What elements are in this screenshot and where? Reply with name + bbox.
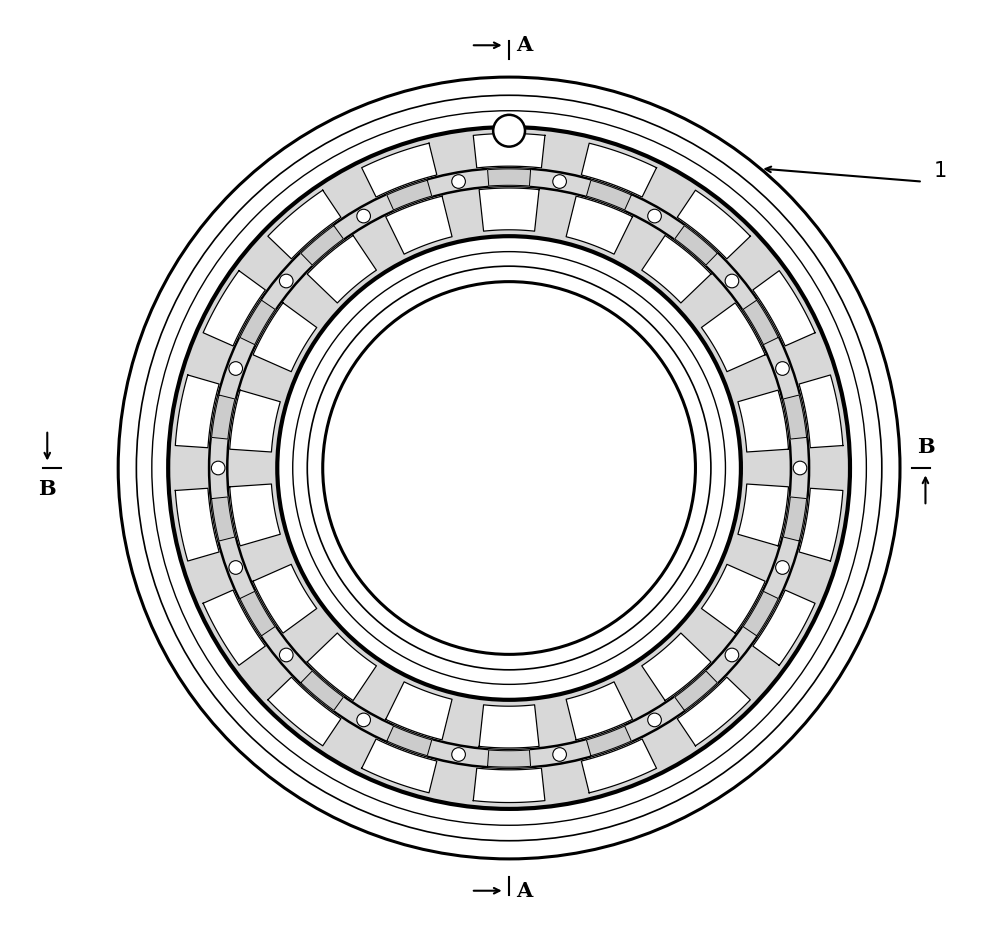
Polygon shape [783,497,807,541]
Polygon shape [386,197,452,255]
Polygon shape [701,303,765,372]
Polygon shape [230,390,280,452]
Polygon shape [488,168,531,186]
Circle shape [452,175,465,188]
Circle shape [648,210,661,223]
Circle shape [648,713,661,726]
Polygon shape [677,190,750,259]
Circle shape [211,461,225,475]
Circle shape [493,115,525,147]
Polygon shape [581,739,657,793]
Polygon shape [301,226,343,265]
Circle shape [279,274,293,288]
Polygon shape [799,489,843,561]
Polygon shape [307,236,376,303]
Polygon shape [268,677,341,746]
Polygon shape [203,590,265,665]
Polygon shape [488,750,531,768]
Circle shape [776,561,789,575]
Polygon shape [581,143,657,197]
Polygon shape [701,564,765,633]
Polygon shape [253,303,317,372]
Polygon shape [675,226,717,265]
Polygon shape [387,181,432,210]
Polygon shape [168,127,850,809]
Polygon shape [240,300,275,344]
Polygon shape [753,590,815,665]
Polygon shape [362,739,437,793]
Polygon shape [387,726,432,755]
Circle shape [357,210,370,223]
Polygon shape [586,181,631,210]
Polygon shape [203,271,265,346]
Polygon shape [301,671,343,710]
Polygon shape [675,671,717,710]
Polygon shape [268,190,341,259]
Polygon shape [175,375,219,447]
Circle shape [776,361,789,375]
Polygon shape [240,592,275,636]
Polygon shape [175,489,219,561]
Text: 1: 1 [934,161,947,181]
Polygon shape [386,681,452,739]
Circle shape [357,713,370,726]
Polygon shape [253,564,317,633]
Circle shape [725,648,739,662]
Polygon shape [566,197,632,255]
Polygon shape [230,484,280,546]
Polygon shape [473,768,545,802]
Text: B: B [38,479,56,499]
Polygon shape [473,134,545,168]
Polygon shape [212,497,235,541]
Polygon shape [479,188,539,231]
Circle shape [553,748,566,761]
Polygon shape [212,395,235,439]
Text: A: A [516,881,533,900]
Polygon shape [479,705,539,748]
Polygon shape [753,271,815,346]
Text: A: A [516,36,533,55]
Polygon shape [362,143,437,197]
Polygon shape [738,484,788,546]
Polygon shape [743,300,778,344]
Circle shape [553,175,566,188]
Polygon shape [586,726,631,755]
Polygon shape [566,681,632,739]
Polygon shape [783,395,807,439]
Polygon shape [677,677,750,746]
Circle shape [725,274,739,288]
Polygon shape [799,375,843,447]
Text: B: B [917,437,934,457]
Polygon shape [743,592,778,636]
Polygon shape [642,633,711,700]
Circle shape [279,648,293,662]
Circle shape [793,461,807,475]
Polygon shape [738,390,788,452]
Polygon shape [642,236,711,303]
Circle shape [229,361,243,375]
Circle shape [452,748,465,761]
Circle shape [229,561,243,575]
Polygon shape [307,633,376,700]
